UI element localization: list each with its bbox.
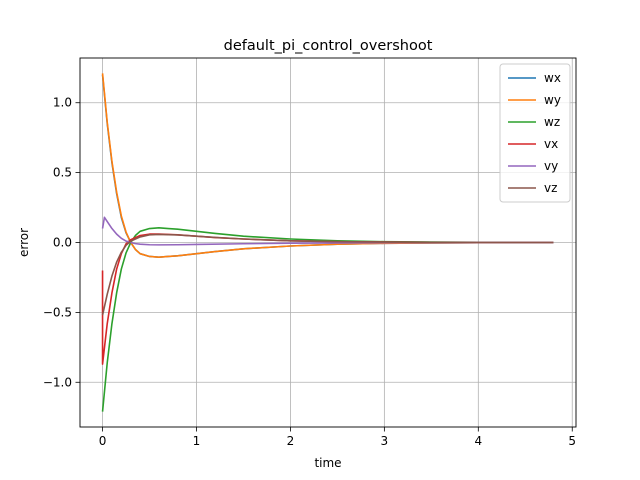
legend-label-wx: wx — [544, 71, 561, 85]
y-tick-label: 0.0 — [53, 236, 72, 250]
x-tick-label: 2 — [287, 434, 295, 448]
series-layer — [101, 73, 554, 412]
x-tick-label: 4 — [474, 434, 482, 448]
y-axis: −1.0 −0.5 0.0 0.5 1.0 — [43, 96, 80, 389]
x-tick-label: 0 — [99, 434, 107, 448]
y-tick-label: −0.5 — [43, 305, 72, 319]
series-line-vz — [101, 233, 554, 316]
chart-title: default_pi_control_overshoot — [224, 38, 433, 54]
legend-label-vx: vx — [544, 137, 558, 151]
y-axis-label: error — [17, 228, 31, 257]
legend-label-vy: vy — [544, 159, 558, 173]
legend-label-wz: wz — [544, 115, 560, 129]
y-tick-label: 0.5 — [53, 166, 72, 180]
legend-label-wy: wy — [544, 93, 561, 107]
x-axis-label: time — [314, 456, 341, 470]
legend-label-vz: vz — [544, 181, 557, 195]
legend-box — [499, 63, 571, 203]
x-tick-label: 3 — [381, 434, 389, 448]
x-tick-label: 5 — [568, 434, 576, 448]
x-axis: 0 1 2 3 4 5 — [99, 427, 576, 448]
y-tick-label: −1.0 — [43, 375, 72, 389]
x-tick-label: 1 — [193, 434, 201, 448]
y-tick-label: 1.0 — [53, 96, 72, 110]
legend: wx wy wz vx vy vz — [499, 63, 571, 203]
